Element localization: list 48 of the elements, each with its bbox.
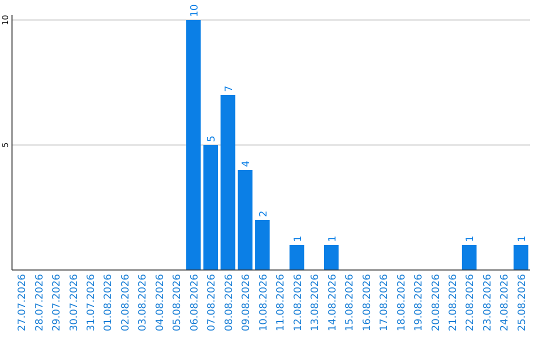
bar xyxy=(255,220,270,270)
bar xyxy=(220,95,236,270)
x-tick-label: 22.08.2026 xyxy=(465,274,476,332)
data-label: 2 xyxy=(258,210,270,217)
x-tick-label: 03.08.2026 xyxy=(138,274,149,332)
bar xyxy=(324,245,339,270)
x-tick-label: 01.08.2026 xyxy=(103,274,114,332)
x-tick-label: 23.08.2026 xyxy=(482,274,494,332)
x-tick-label: 20.08.2026 xyxy=(430,274,442,332)
x-tick-label: 05.08.2026 xyxy=(172,274,184,332)
x-tick-label: 21.08.2026 xyxy=(448,274,459,332)
x-tick-label: 10.08.2026 xyxy=(258,274,270,332)
x-tick-label: 09.08.2026 xyxy=(241,274,252,332)
bar xyxy=(462,245,477,270)
bar xyxy=(186,20,201,270)
x-tick-label: 31.07.2026 xyxy=(86,274,97,332)
x-tick-label: 02.08.2026 xyxy=(120,274,132,332)
bar xyxy=(238,170,252,270)
data-label: 1 xyxy=(465,236,476,242)
x-tick-label: 24.08.2026 xyxy=(500,274,511,332)
x-tick-label: 06.08.2026 xyxy=(189,274,200,332)
x-tick-label: 16.08.2026 xyxy=(362,274,373,332)
data-label: 1 xyxy=(292,236,304,242)
x-tick-label: 28.07.2026 xyxy=(34,274,46,332)
x-tick-label: 13.08.2026 xyxy=(310,274,322,332)
data-label: 4 xyxy=(241,160,252,167)
x-tick-label: 08.08.2026 xyxy=(224,274,235,332)
x-tick-label: 29.07.2026 xyxy=(52,274,63,332)
x-tick-label: 19.08.2026 xyxy=(414,274,425,332)
x-tick-label: 18.08.2026 xyxy=(396,274,408,332)
x-tick-label: 07.08.2026 xyxy=(206,274,218,332)
x-tick-label: 15.08.2026 xyxy=(344,274,356,332)
x-tick-label: 27.07.2026 xyxy=(17,274,28,332)
data-label: 5 xyxy=(206,136,218,142)
x-tick-label: 04.08.2026 xyxy=(154,274,166,332)
data-label: 1 xyxy=(327,236,338,242)
data-label: 1 xyxy=(516,236,528,242)
x-tick-label: 12.08.2026 xyxy=(292,274,304,332)
x-tick-label: 25.08.2026 xyxy=(516,274,528,332)
bar xyxy=(514,245,528,270)
data-label: 7 xyxy=(224,86,235,92)
bar xyxy=(290,245,304,270)
data-label: 10 xyxy=(189,4,200,17)
x-tick-label: 14.08.2026 xyxy=(327,274,338,332)
x-tick-label: 11.08.2026 xyxy=(276,274,287,332)
x-tick-label: 30.07.2026 xyxy=(68,274,80,332)
bar xyxy=(203,145,218,270)
x-tick-label: 17.08.2026 xyxy=(379,274,390,332)
